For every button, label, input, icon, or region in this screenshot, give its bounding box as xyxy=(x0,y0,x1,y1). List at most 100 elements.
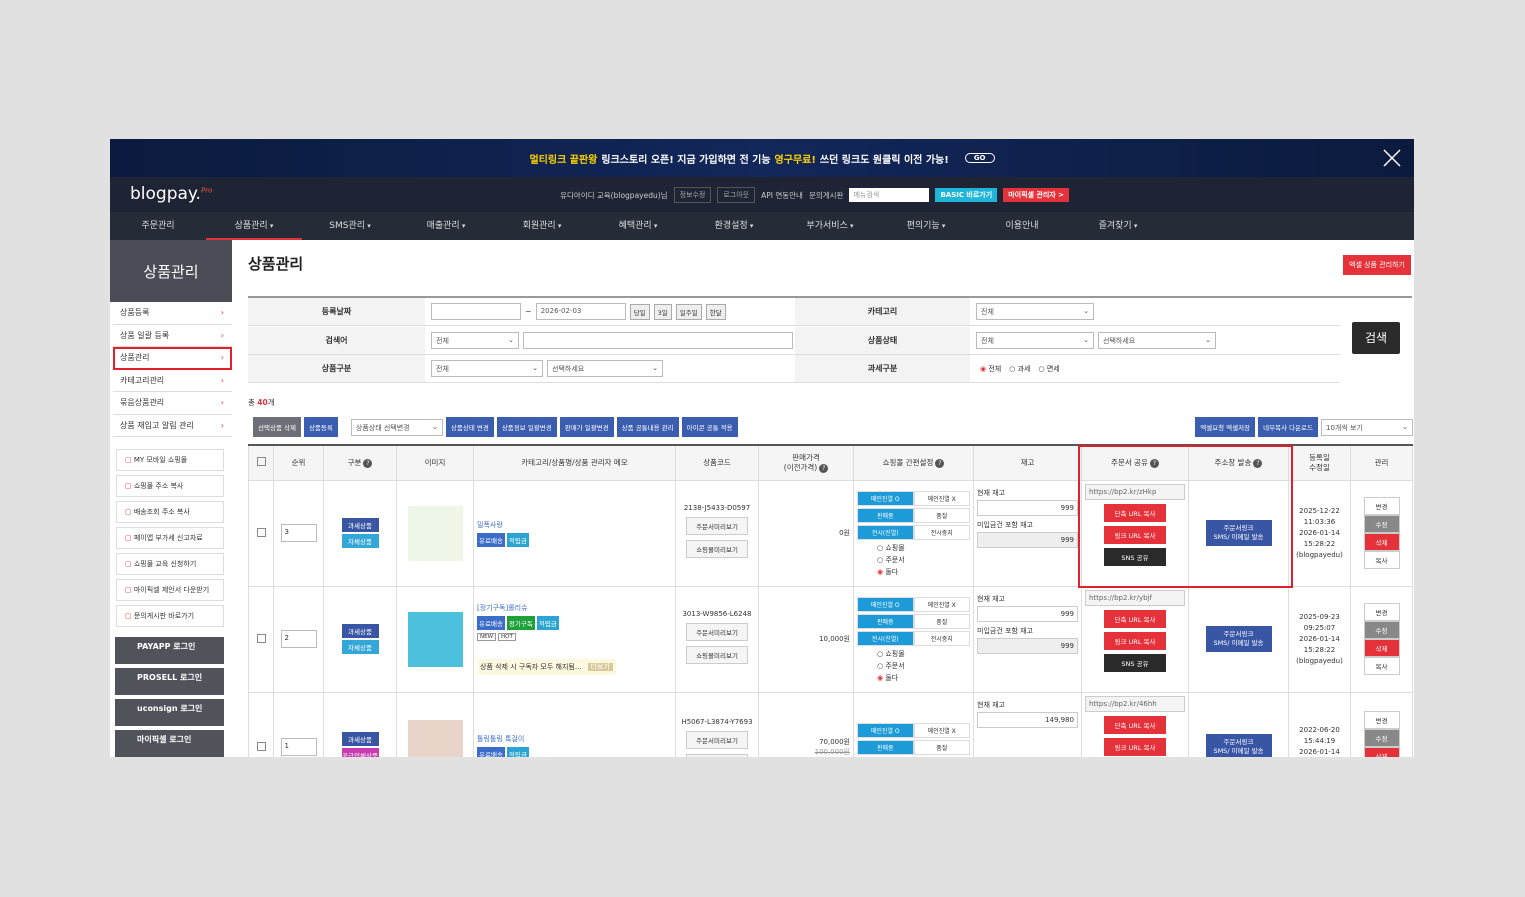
status-select[interactable]: 상품상태 선택변경 xyxy=(350,418,443,436)
keyword-input[interactable] xyxy=(523,332,793,349)
header-link[interactable]: API 연동안내 xyxy=(761,190,803,200)
tax-radio[interactable]: 과세 xyxy=(1005,363,1031,375)
toolbar-button[interactable]: 판매가 일괄변경 xyxy=(559,417,614,437)
header-link[interactable]: 문의게시판 xyxy=(808,190,844,200)
manage-button[interactable]: 변경 xyxy=(1363,711,1400,729)
channel-radio[interactable]: 둘다 xyxy=(857,672,970,684)
nav-item[interactable]: 즐겨찾기 xyxy=(1070,212,1166,240)
toolbar-button[interactable]: 선택상품 삭제 xyxy=(253,417,301,437)
toolbar-button[interactable]: 상품상태 변경 xyxy=(445,417,494,437)
url-button[interactable]: SNS 공유 xyxy=(1104,547,1166,566)
toolbar-button[interactable]: 네부복사 다운로드 xyxy=(1258,417,1318,437)
memo-more[interactable]: 더보기 xyxy=(587,663,613,671)
product-image[interactable] xyxy=(407,505,463,561)
toolbar-button[interactable]: 아이콘 공통 적용 xyxy=(681,417,738,437)
manage-button[interactable]: 복사 xyxy=(1363,551,1400,569)
side-menu-item[interactable]: 상품 재입고 알림 관리 xyxy=(113,415,232,437)
toggle[interactable]: 판매중 품절 xyxy=(857,507,970,523)
date-quick[interactable]: 한달 xyxy=(705,303,726,320)
register-button[interactable]: 상품등록 xyxy=(303,417,338,437)
date-to[interactable]: 2026-02-03 xyxy=(535,303,626,320)
date-quick[interactable]: 3일 xyxy=(653,303,672,320)
preview-button[interactable]: 쇼핑몰미리보기 xyxy=(686,539,748,558)
admin-button[interactable]: 마이픽셀 관리자 > xyxy=(1003,188,1070,202)
manage-button[interactable]: 삭제 xyxy=(1363,639,1400,657)
date-from[interactable] xyxy=(431,303,521,320)
side-login[interactable]: uconsign 로그인 xyxy=(115,699,224,726)
go-button[interactable]: GO xyxy=(964,153,995,163)
side-menu-item[interactable]: 카테고리관리 xyxy=(113,370,232,392)
rank-input[interactable]: 1 xyxy=(280,738,317,756)
side-menu-item[interactable]: 상품 일괄 등록 xyxy=(113,325,232,347)
status-select[interactable]: 전체 xyxy=(976,332,1094,349)
toggle[interactable]: 메인진열 O 메인진열 X xyxy=(857,596,970,612)
toolbar-button[interactable]: 상품정보 일괄변경 xyxy=(496,417,557,437)
toggle[interactable]: 판매중 품절 xyxy=(857,739,970,755)
manage-button[interactable]: 변경 xyxy=(1363,497,1400,515)
manage-button[interactable]: 삭제 xyxy=(1363,533,1400,551)
side-tool[interactable]: 마이픽셀 제안서 다운받기 xyxy=(116,579,224,601)
excel-button[interactable]: 엑셀 상품 관리하기 xyxy=(1343,255,1411,275)
stock-value[interactable]: 999 xyxy=(977,499,1078,516)
checkbox[interactable] xyxy=(256,633,266,643)
nav-item[interactable]: 주문관리 xyxy=(141,221,175,231)
product-image[interactable] xyxy=(407,719,463,757)
user-button[interactable]: 정보수정 xyxy=(673,187,712,203)
nav-item[interactable]: 부가서비스 xyxy=(782,212,878,240)
nav-item[interactable]: 상품관리 xyxy=(206,212,302,240)
channel-radio[interactable]: 쇼핑몰 xyxy=(857,542,970,554)
side-tool[interactable]: 페이앱 부가세 신고자료 xyxy=(116,527,224,549)
url-button[interactable]: 링크 URL 복사 xyxy=(1104,525,1166,544)
checkbox[interactable] xyxy=(256,456,266,466)
preview-button[interactable]: 쇼핑몰미리보기 xyxy=(686,753,748,757)
side-tool[interactable]: MY 모바일 쇼핑몰 xyxy=(116,449,224,471)
logo[interactable]: blogpay.Pro xyxy=(130,184,213,204)
category-select[interactable]: 전체 xyxy=(976,303,1094,320)
user-button[interactable]: 로그아웃 xyxy=(717,187,756,203)
search-button[interactable]: 검색 xyxy=(1352,322,1400,354)
checkbox[interactable] xyxy=(256,741,266,751)
manage-button[interactable]: 수정 xyxy=(1363,621,1400,639)
side-menu-item[interactable]: 묶음상품관리 xyxy=(113,392,232,415)
toggle[interactable]: 메인진열 O 메인진열 X xyxy=(857,722,970,738)
basic-button[interactable]: BASIC 바로가기 xyxy=(935,188,998,202)
type-select[interactable]: 선택하세요 xyxy=(547,360,663,377)
manage-button[interactable]: 수정 xyxy=(1363,729,1400,747)
preview-button[interactable]: 주문서미리보기 xyxy=(686,730,748,749)
nav-item[interactable]: 환경설정 xyxy=(686,212,782,240)
send-button[interactable]: 주문서링크 SMS/ 이메일 발송 xyxy=(1205,626,1272,652)
side-login[interactable]: PROSELL 로그인 xyxy=(115,668,224,695)
nav-item[interactable]: SMS관리 xyxy=(302,212,398,240)
tax-radio[interactable]: 전체 xyxy=(976,363,1001,375)
url-button[interactable]: 링크 URL 복사 xyxy=(1104,737,1166,756)
channel-radio[interactable]: 쇼핑몰 xyxy=(857,648,970,660)
toggle[interactable]: 메인진열 O 메인진열 X xyxy=(857,490,970,506)
date-quick[interactable]: 일주일 xyxy=(675,303,702,320)
url-button[interactable]: 단축 URL 복사 xyxy=(1104,715,1166,734)
nav-item[interactable]: 이용안내 xyxy=(1005,221,1039,231)
stock-value[interactable]: 149,980 xyxy=(977,711,1078,728)
send-button[interactable]: 주문서링크 SMS/ 이메일 발송 xyxy=(1205,520,1272,546)
preview-button[interactable]: 쇼핑몰미리보기 xyxy=(686,645,748,664)
toolbar-button[interactable]: 엑셀요청 엑셀저장 xyxy=(1195,417,1256,437)
status-select[interactable]: 선택하세요 xyxy=(1098,332,1216,349)
manage-button[interactable]: 수정 xyxy=(1363,515,1400,533)
manage-button[interactable]: 변경 xyxy=(1363,603,1400,621)
product-name[interactable]: 톨링톨링 톡걸이 xyxy=(477,734,525,743)
toolbar-button[interactable]: 상품 공통내용 관리 xyxy=(616,417,679,437)
url-button[interactable]: 단축 URL 복사 xyxy=(1104,609,1166,628)
nav-item[interactable]: 매출관리 xyxy=(398,212,494,240)
nav-item[interactable]: 혜택관리 xyxy=(590,212,686,240)
manage-button[interactable]: 삭제 xyxy=(1363,747,1400,757)
close-icon[interactable] xyxy=(1382,148,1402,168)
side-menu-item[interactable]: 상품등록 xyxy=(113,302,232,325)
url-button[interactable]: SNS 공유 xyxy=(1104,653,1166,672)
toggle[interactable]: 전시(진열)전시중지 xyxy=(857,630,970,646)
toggle[interactable]: 판매중 품절 xyxy=(857,613,970,629)
product-name[interactable]: [정기구독]롤리슈 xyxy=(477,604,528,612)
side-login[interactable]: 마이픽셀 로그인 xyxy=(115,730,224,757)
nav-item[interactable]: 편의기능 xyxy=(878,212,974,240)
preview-button[interactable]: 주문서미리보기 xyxy=(686,516,748,535)
channel-radio[interactable]: 주문서 xyxy=(857,554,970,566)
channel-radio[interactable]: 주문서 xyxy=(857,660,970,672)
